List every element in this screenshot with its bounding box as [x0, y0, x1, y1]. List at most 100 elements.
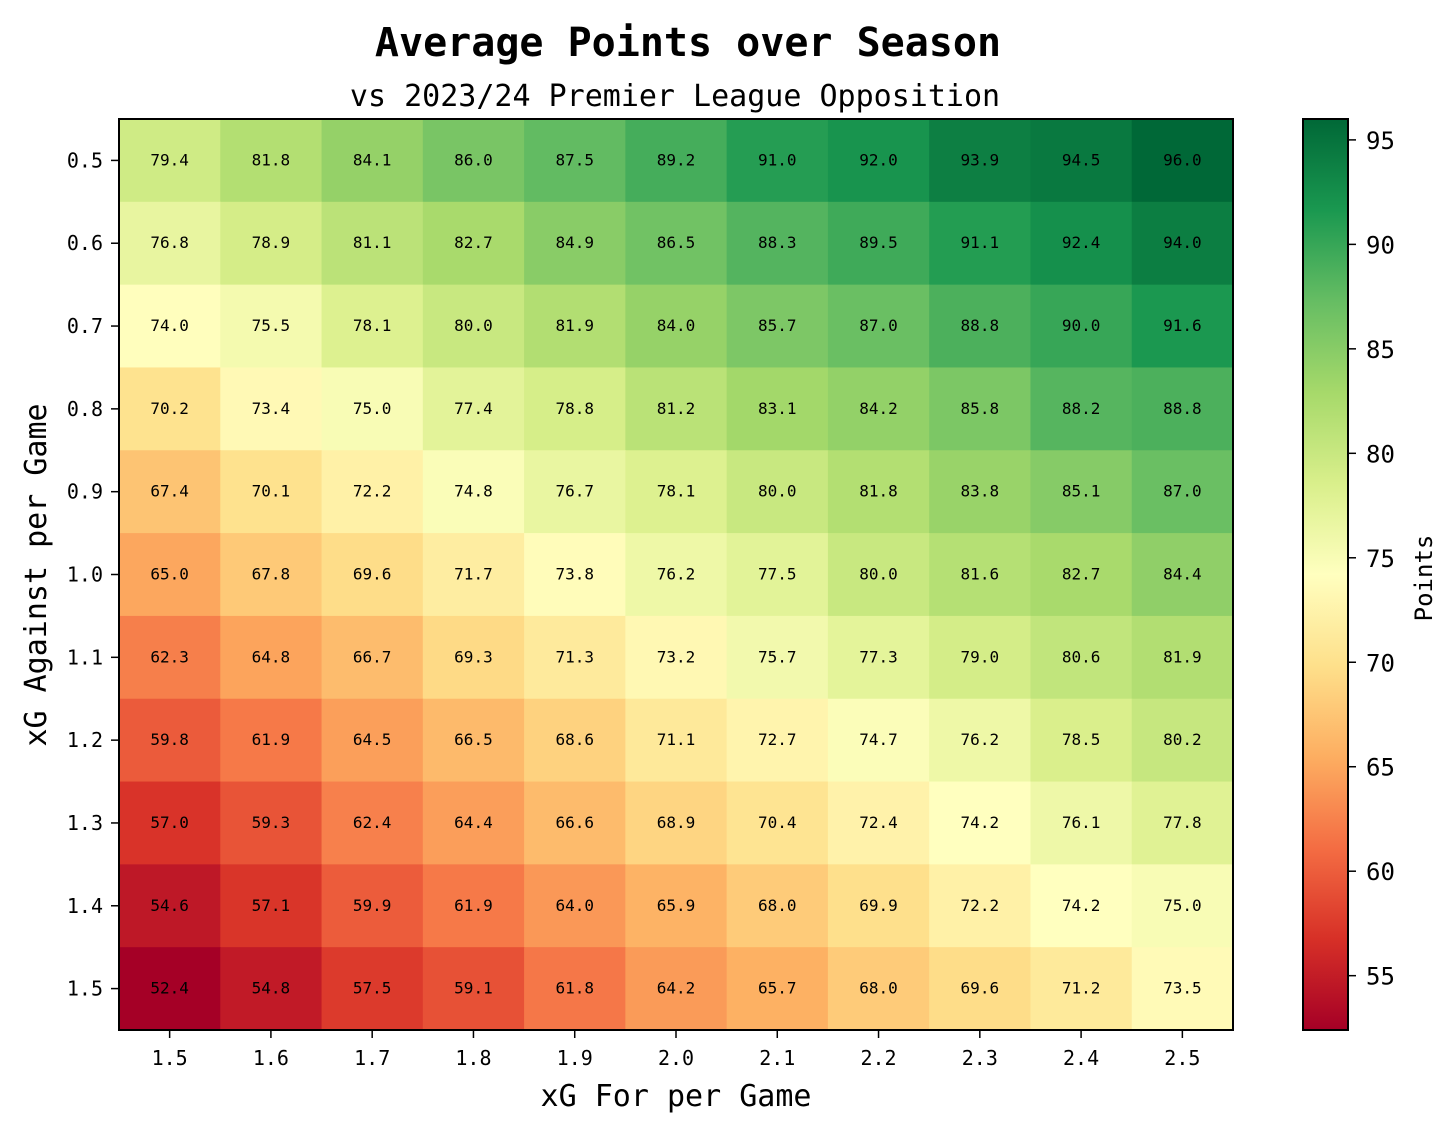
- cell-value-label: 72.2: [353, 482, 392, 501]
- heatmap-cell: [1030, 201, 1133, 286]
- heatmap-cell: [827, 615, 930, 700]
- heatmap-cell: [1131, 947, 1234, 1031]
- heatmap-cell: [827, 864, 930, 948]
- cell-value-label: 72.4: [859, 813, 898, 832]
- heatmap-cell: [119, 615, 221, 700]
- heatmap-cell: [726, 533, 829, 617]
- cell-value-label: 64.5: [353, 730, 392, 749]
- heatmap-cell: [220, 615, 323, 700]
- cell-value-label: 81.6: [961, 565, 1000, 584]
- heatmap-cell: [726, 450, 829, 534]
- cell-value-label: 86.5: [657, 233, 696, 252]
- cell-value-label: 84.9: [555, 233, 594, 252]
- cell-value-label: 88.3: [758, 233, 797, 252]
- heatmap-cell: [220, 367, 323, 451]
- heatmap-cell: [625, 201, 728, 286]
- cell-value-label: 94.0: [1163, 233, 1202, 252]
- y-axis-label: xG Against per Game: [19, 403, 54, 746]
- cell-value-label: 71.2: [1062, 979, 1101, 998]
- cell-value-label: 89.2: [657, 150, 696, 169]
- y-tick-label: 1.1: [67, 645, 103, 669]
- heatmap-cell: [321, 284, 424, 369]
- heatmap-cell: [827, 781, 930, 865]
- cell-value-label: 94.5: [1062, 150, 1101, 169]
- heatmap-cell: [1030, 367, 1133, 451]
- heatmap-cell: [1030, 284, 1133, 369]
- heatmap-cell: [220, 533, 323, 617]
- heatmap-cell: [321, 947, 424, 1031]
- heatmap-cell: [929, 367, 1032, 451]
- cell-value-label: 91.6: [1163, 316, 1202, 335]
- heatmap-cell: [220, 119, 323, 203]
- cell-value-label: 76.1: [1062, 813, 1101, 832]
- heatmap-cells: [119, 119, 1234, 1031]
- heatmap-cell: [220, 947, 323, 1031]
- heatmap-cell: [119, 698, 221, 783]
- y-tick-label: 1.4: [67, 894, 103, 918]
- heatmap-cell: [1131, 781, 1234, 865]
- heatmap-cell: [321, 781, 424, 865]
- cell-value-label: 68.9: [657, 813, 696, 832]
- cell-value-label: 80.2: [1163, 730, 1202, 749]
- chart-subtitle: vs 2023/24 Premier League Opposition: [350, 79, 1000, 114]
- heatmap-cell: [220, 450, 323, 534]
- cell-value-label: 62.3: [150, 647, 189, 666]
- cell-value-label: 71.1: [657, 730, 696, 749]
- cell-value-label: 59.1: [454, 979, 493, 998]
- cell-value-label: 76.2: [961, 730, 1000, 749]
- cell-value-label: 72.7: [758, 730, 797, 749]
- colorbar-axis: 55 60 65 70 75 80 85 90 95: [1348, 127, 1395, 991]
- cell-value-label: 64.2: [657, 979, 696, 998]
- cell-value-label: 88.8: [961, 316, 1000, 335]
- heatmap-cell: [1030, 947, 1133, 1031]
- y-tick-label: 0.6: [67, 231, 103, 255]
- x-tick-label: 1.6: [253, 1046, 289, 1070]
- heatmap-cell: [625, 533, 728, 617]
- cell-value-label: 84.2: [859, 399, 898, 418]
- cell-value-label: 92.4: [1062, 233, 1101, 252]
- heatmap-cell: [119, 533, 221, 617]
- heatmap-cell: [1131, 367, 1234, 451]
- heatmap-cell: [625, 367, 728, 451]
- heatmap-cell: [929, 533, 1032, 617]
- heatmap-cell: [422, 367, 525, 451]
- cell-value-label: 81.8: [252, 150, 291, 169]
- cell-value-label: 93.9: [961, 150, 1000, 169]
- cell-value-label: 67.8: [252, 565, 291, 584]
- cell-value-label: 80.0: [859, 565, 898, 584]
- colorbar-tick-label: 90: [1366, 231, 1395, 259]
- heatmap-cell: [929, 864, 1032, 948]
- cell-value-label: 76.8: [150, 233, 189, 252]
- heatmap-cell: [929, 698, 1032, 783]
- cell-value-label: 96.0: [1163, 150, 1202, 169]
- heatmap-cell: [929, 450, 1032, 534]
- heatmap-cell: [321, 698, 424, 783]
- y-tick-label: 1.5: [67, 977, 103, 1001]
- colorbar-tick-label: 80: [1366, 440, 1395, 468]
- heatmap-cell: [220, 284, 323, 369]
- heatmap-cell: [524, 284, 626, 369]
- heatmap-cell: [827, 367, 930, 451]
- cell-value-label: 79.4: [150, 150, 189, 169]
- heatmap-cell: [119, 201, 221, 286]
- cell-value-label: 85.1: [1062, 482, 1101, 501]
- heatmap-cell: [929, 284, 1032, 369]
- heatmap-cell: [1131, 698, 1234, 783]
- cell-value-label: 73.8: [555, 565, 594, 584]
- heatmap-cell: [524, 864, 626, 948]
- heatmap-cell: [827, 947, 930, 1031]
- cell-value-label: 71.3: [555, 647, 594, 666]
- heatmap-cell: [1131, 284, 1234, 369]
- heatmap-cell: [321, 615, 424, 700]
- heatmap-cell: [726, 947, 829, 1031]
- cell-value-label: 84.4: [1163, 565, 1202, 584]
- heatmap-cell: [422, 781, 525, 865]
- cell-value-label: 69.9: [859, 896, 898, 915]
- x-tick-label: 1.8: [455, 1046, 491, 1070]
- cell-value-label: 85.7: [758, 316, 797, 335]
- heatmap-cell: [1030, 781, 1133, 865]
- heatmap-cell: [321, 450, 424, 534]
- heatmap-cell: [1030, 119, 1133, 203]
- heatmap-cell: [422, 864, 525, 948]
